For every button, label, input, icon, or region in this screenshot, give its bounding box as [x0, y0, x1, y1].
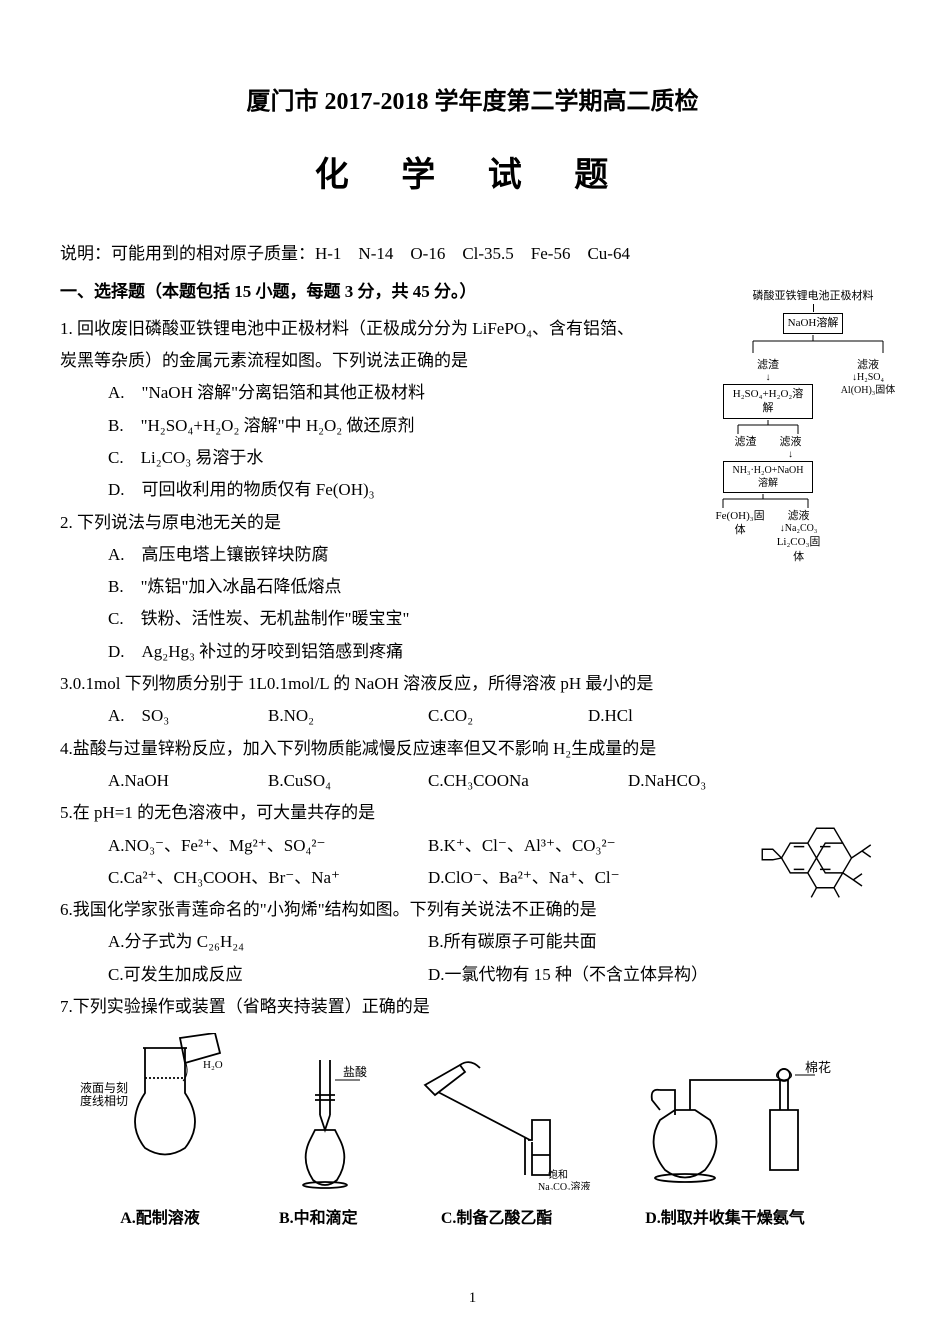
- svg-text:H₂O: H₂O: [203, 1059, 223, 1071]
- q2-option-c: C. 铁粉、活性炭、无机盐制作"暖宝宝": [60, 603, 885, 635]
- svg-text:盐酸: 盐酸: [343, 1064, 367, 1079]
- q6-option-d: D.一氯代物有 15 种（不含立体异构）: [428, 959, 788, 991]
- atomic-mass-note: 说明：可能用到的相对原子质量：H-1 N-14 O-16 Cl-35.5 Fe-…: [60, 238, 885, 270]
- question-6: 6.我国化学家张青莲命名的"小狗烯"结构如图。下列有关说法不正确的是 A.分子式…: [60, 894, 885, 991]
- caption-c: C.制备乙酸乙酯: [397, 1204, 597, 1234]
- caption-a: A.配制溶液: [80, 1204, 240, 1234]
- flow-split-icon: [723, 335, 903, 353]
- q4-option-b: B.CuSO₄: [268, 765, 428, 797]
- flow-r1b-sub: Al(OH)₃固体: [839, 383, 898, 398]
- q5-option-c: C.Ca²⁺、CH₃COOH、Br⁻、Na⁺: [108, 862, 428, 894]
- molecule-structure-icon: [750, 808, 890, 908]
- page-number: 1: [0, 1284, 945, 1313]
- caption-d: D.制取并收集干燥氨气: [610, 1204, 840, 1234]
- apparatus-c: Na₂CO₃溶液 饱和: [410, 1060, 610, 1199]
- flow-step1: NaOH溶解: [783, 313, 844, 333]
- apparatus-d: 棉花: [630, 1060, 840, 1199]
- ammonia-prep-icon: 棉花: [630, 1060, 840, 1190]
- q4-option-a: A.NaOH: [108, 765, 268, 797]
- q3-option-b: B.NO₂: [268, 700, 428, 732]
- arrow-icon: ↓: [766, 373, 771, 383]
- caption-b: B.中和滴定: [253, 1204, 383, 1234]
- q5-option-d: D.ClO⁻、Ba²⁺、Na⁺、Cl⁻: [428, 862, 748, 894]
- q3-option-d: D.HCl: [588, 700, 748, 732]
- svg-text:棉花: 棉花: [805, 1060, 831, 1075]
- flow-r3a: Fe(OH)₃固体: [710, 508, 771, 539]
- q2-option-b: B. "炼铝"加入冰晶石降低熔点: [60, 571, 885, 603]
- label-a2: 度线相切: [80, 1094, 128, 1108]
- flow-title: 磷酸亚铁锂电池正极材料: [751, 288, 876, 304]
- q5-option-a: A.NO₃⁻、Fe²⁺、Mg²⁺、SO₄²⁻: [108, 830, 428, 862]
- question-7: 7.下列实验操作或装置（省略夹持装置）正确的是: [60, 991, 885, 1023]
- arrow-icon: ↓Na₂CO₃: [780, 524, 818, 534]
- q4-option-d: D.NaHCO₃: [628, 765, 788, 797]
- experiment-figure: H₂O 液面与刻 度线相切 盐酸: [80, 1033, 840, 1234]
- flow-r2a: 滤渣: [733, 434, 759, 450]
- flow-split-icon: [723, 420, 813, 434]
- q6-option-b: B.所有碳原子可能共面: [428, 926, 748, 958]
- q4-stem: 4.盐酸与过量锌粉反应，加入下列物质能减慢反应速率但又不影响 H₂生成量的是: [60, 733, 885, 765]
- flow-r2b: 滤液: [778, 434, 804, 450]
- arrow-icon: ↓H₂SO₄: [852, 373, 884, 383]
- question-3: 3.0.1mol 下列物质分别于 1L0.1mol/L 的 NaOH 溶液反应，…: [60, 668, 885, 733]
- question-4: 4.盐酸与过量锌粉反应，加入下列物质能减慢反应速率但又不影响 H₂生成量的是 A…: [60, 733, 885, 798]
- q2-option-d: D. Ag₂Hg₃ 补过的牙咬到铝箔感到疼痛: [60, 636, 885, 668]
- ester-prep-icon: Na₂CO₃溶液 饱和: [410, 1060, 610, 1190]
- q6-option-a: A.分子式为 C₂₆H₂₄: [108, 926, 428, 958]
- svg-text:饱和: 饱和: [548, 1169, 568, 1181]
- q7-stem: 7.下列实验操作或装置（省略夹持装置）正确的是: [60, 991, 885, 1023]
- titration-icon: 盐酸: [265, 1060, 385, 1190]
- flow-r1a: 滤渣: [755, 357, 781, 373]
- page-title: 厦门市 2017-2018 学年度第二学期高二质检: [60, 80, 885, 126]
- q3-stem: 3.0.1mol 下列物质分别于 1L0.1mol/L 的 NaOH 溶液反应，…: [60, 668, 885, 700]
- flow-r1b: 滤液: [855, 357, 881, 373]
- q6-option-c: C.可发生加成反应: [108, 959, 428, 991]
- flow-final: Li₂CO₃固体: [771, 534, 827, 565]
- label-a1: 液面与刻: [80, 1081, 128, 1095]
- q3-option-c: C.CO₂: [428, 700, 588, 732]
- apparatus-a: H₂O 液面与刻 度线相切: [80, 1033, 240, 1198]
- q5-option-b: B.K⁺、Cl⁻、Al³⁺、CO₃²⁻: [428, 830, 748, 862]
- q4-option-c: C.CH₃COONa: [428, 765, 628, 797]
- flow-step3: NH₃·H₂O+NaOH溶解: [723, 461, 813, 493]
- flow-r3b: 滤液: [786, 508, 812, 524]
- q3-option-a: A. SO₃: [108, 700, 268, 732]
- arrow-icon: ↓: [788, 450, 793, 460]
- svg-text:Na₂CO₃溶液: Na₂CO₃溶液: [538, 1180, 591, 1190]
- flow-split-icon: [708, 494, 828, 508]
- apparatus-b: 盐酸: [260, 1060, 390, 1199]
- page-subtitle: 化 学 试 题: [60, 144, 885, 209]
- flow-diagram: 磷酸亚铁锂电池正极材料 NaOH溶解 滤渣 ↓ H₂SO₄+H₂O₂溶解 滤渣 …: [713, 288, 913, 565]
- flow-step2: H₂SO₄+H₂O₂溶解: [723, 384, 813, 419]
